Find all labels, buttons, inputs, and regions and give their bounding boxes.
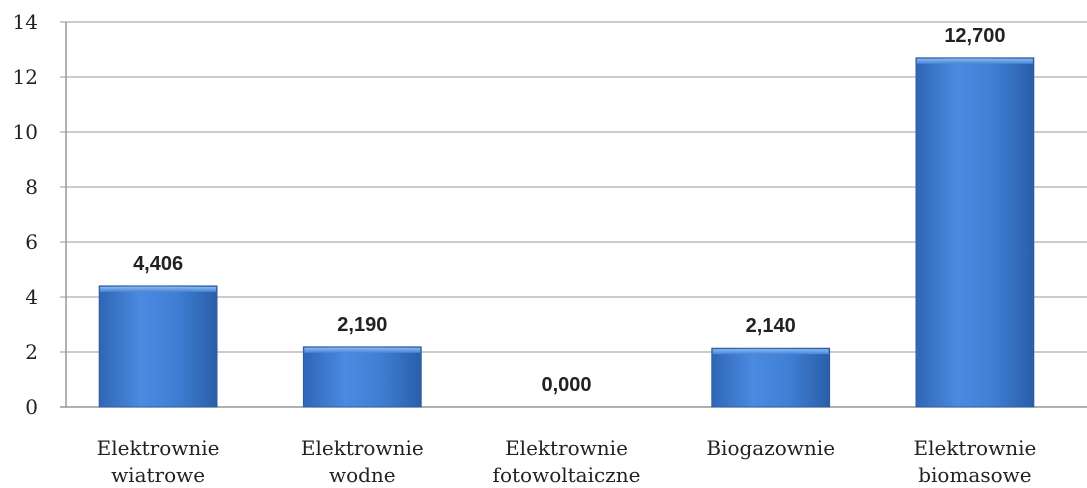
x-tick-label: biomasowe xyxy=(918,463,1031,487)
gridlines xyxy=(60,21,1087,408)
data-label: 4,406 xyxy=(133,253,183,275)
bar xyxy=(915,57,1035,408)
bar-highlight xyxy=(304,347,421,353)
data-label: 12,700 xyxy=(944,25,1005,47)
bars xyxy=(98,57,1035,408)
bar xyxy=(98,285,218,408)
y-tick-label: 2 xyxy=(25,340,38,364)
x-tick-label: Elektrownie xyxy=(301,436,424,460)
y-axis-tick-labels: 0 2 4 6 8 10 12 14 xyxy=(13,10,38,419)
x-tick-label: Elektrownie xyxy=(913,436,1036,460)
x-tick-label: wiatrowe xyxy=(111,463,205,487)
bar-highlight xyxy=(712,349,829,355)
y-tick-label: 8 xyxy=(25,175,38,199)
x-tick-label: Elektrownie xyxy=(97,436,220,460)
bar-highlight xyxy=(916,58,1033,64)
y-tick-label: 10 xyxy=(13,120,38,144)
x-tick-label: wodne xyxy=(329,463,396,487)
y-tick-label: 0 xyxy=(25,395,38,419)
bar-highlight xyxy=(100,286,217,292)
y-tick-label: 6 xyxy=(25,230,38,254)
x-tick-label: fotowoltaiczne xyxy=(493,463,641,487)
y-tick-label: 4 xyxy=(25,285,38,309)
y-tick-label: 14 xyxy=(13,10,38,34)
x-axis-tick-labels: Elektrownie wiatrowe Elektrownie wodne Elekt… xyxy=(97,436,1037,487)
bar xyxy=(302,346,422,408)
y-tick-label: 12 xyxy=(13,65,38,89)
bar xyxy=(711,347,831,408)
x-tick-label: Biogazownie xyxy=(706,436,835,460)
data-label: 0,000 xyxy=(541,374,591,396)
data-label: 2,140 xyxy=(746,315,796,337)
data-labels: 4,406 2,190 0,000 2,140 12,700 xyxy=(133,25,1005,396)
data-label: 2,190 xyxy=(337,314,387,336)
x-tick-label: Elektrownie xyxy=(505,436,628,460)
